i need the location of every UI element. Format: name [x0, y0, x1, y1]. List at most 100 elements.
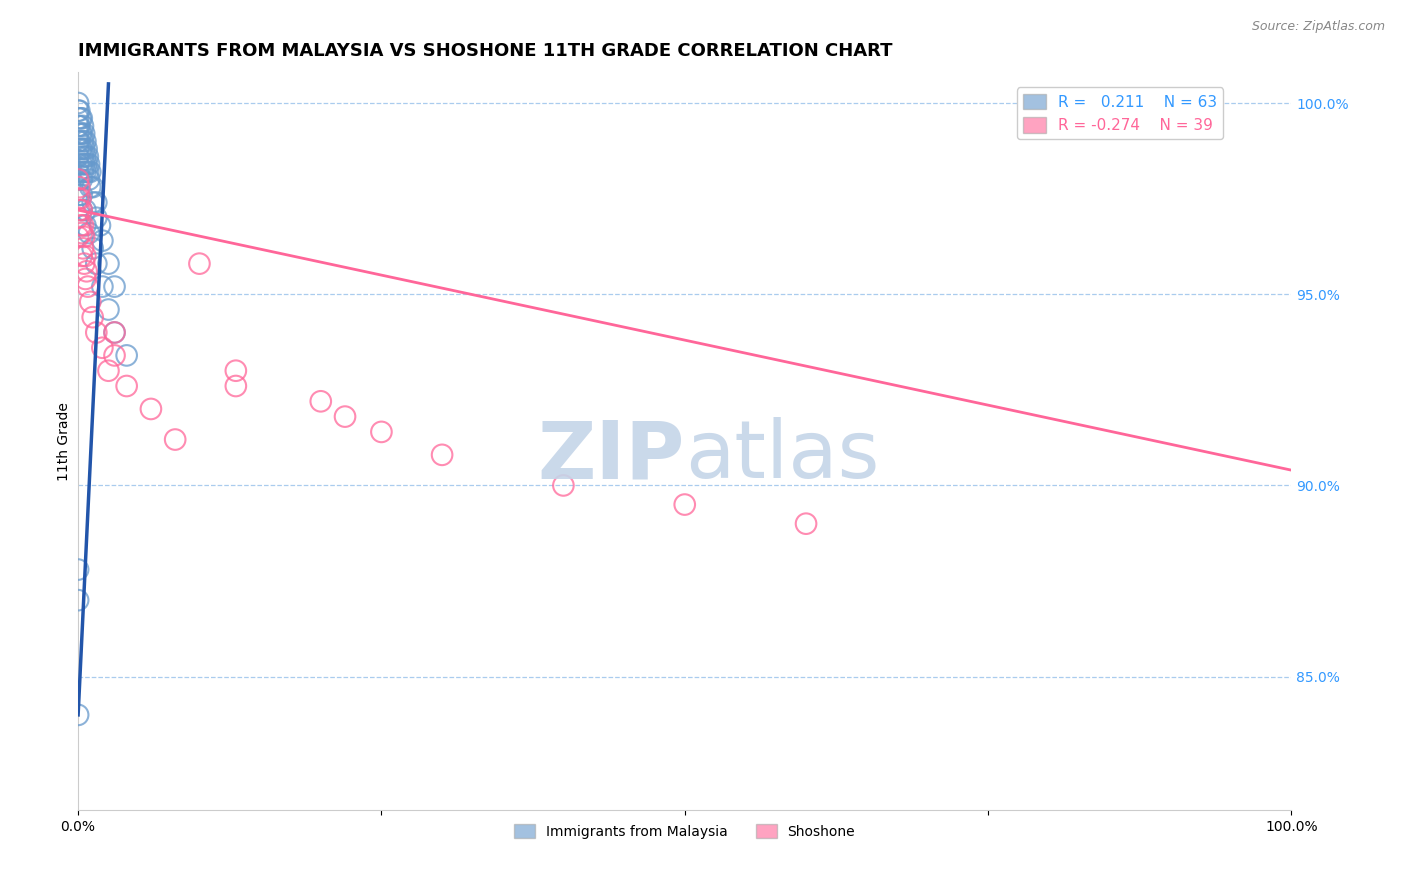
Point: [76, 150, 98, 164]
Point: [97, 257, 120, 271]
Point: [370, 425, 392, 439]
Text: Source: ZipAtlas.com: Source: ZipAtlas.com: [1251, 20, 1385, 33]
Point: [75, 203, 97, 218]
Point: [67, 103, 90, 118]
Point: [76, 279, 98, 293]
Y-axis label: 11th Grade: 11th Grade: [58, 402, 72, 481]
Point: [67, 211, 90, 225]
Point: [165, 433, 187, 447]
Point: [70, 112, 93, 126]
Point: [139, 401, 162, 416]
Point: [67, 112, 90, 126]
Point: [67, 707, 90, 722]
Point: [82, 195, 104, 210]
Point: [77, 172, 100, 186]
Point: [67, 203, 90, 218]
Point: [115, 379, 138, 393]
Point: [67, 172, 90, 186]
Point: [225, 379, 247, 393]
Point: [69, 112, 91, 126]
Point: [73, 257, 96, 271]
Point: [70, 226, 93, 240]
Point: [70, 203, 93, 218]
Point: [67, 593, 90, 607]
Point: [67, 134, 90, 148]
Point: [225, 364, 247, 378]
Text: atlas: atlas: [685, 417, 879, 495]
Point: [103, 279, 125, 293]
Point: [67, 150, 90, 164]
Point: [67, 119, 90, 133]
Point: [70, 127, 93, 141]
Point: [73, 142, 96, 156]
Point: [333, 409, 356, 424]
Point: [309, 394, 332, 409]
Point: [69, 127, 91, 141]
Point: [79, 294, 101, 309]
Point: [69, 219, 91, 233]
Point: [70, 142, 93, 156]
Point: [72, 165, 94, 179]
Point: [70, 172, 93, 186]
Point: [86, 326, 108, 340]
Point: [76, 165, 98, 179]
Point: [91, 234, 114, 248]
Point: [67, 192, 90, 206]
Point: [91, 279, 114, 293]
Point: [82, 180, 104, 194]
Point: [79, 165, 101, 179]
Point: [103, 326, 125, 340]
Point: [86, 257, 108, 271]
Point: [67, 142, 90, 156]
Point: [67, 103, 90, 118]
Point: [67, 180, 90, 194]
Point: [70, 187, 93, 202]
Point: [73, 127, 96, 141]
Point: [75, 165, 97, 179]
Point: [67, 230, 90, 244]
Point: [72, 241, 94, 255]
Point: [91, 341, 114, 355]
Point: [75, 272, 97, 286]
Point: [77, 157, 100, 171]
Point: [70, 249, 93, 263]
Point: [103, 326, 125, 340]
Point: [76, 157, 98, 171]
Point: [73, 157, 96, 171]
Point: [75, 249, 97, 263]
Point: [72, 219, 94, 233]
Point: [97, 302, 120, 317]
Point: [188, 257, 211, 271]
Point: [67, 95, 90, 110]
Point: [97, 364, 120, 378]
Text: ZIP: ZIP: [537, 417, 685, 495]
Point: [69, 142, 91, 156]
Point: [73, 230, 96, 244]
Point: [75, 150, 97, 164]
Point: [69, 192, 91, 206]
Point: [75, 134, 97, 148]
Point: [67, 165, 90, 179]
Point: [86, 211, 108, 225]
Point: [82, 310, 104, 325]
Point: [82, 241, 104, 255]
Point: [75, 219, 97, 233]
Point: [67, 127, 90, 141]
Point: [430, 448, 453, 462]
Point: [72, 134, 94, 148]
Point: [553, 478, 575, 492]
Point: [673, 498, 696, 512]
Point: [67, 157, 90, 171]
Point: [89, 219, 111, 233]
Point: [115, 348, 138, 362]
Point: [76, 264, 98, 278]
Point: [67, 172, 90, 186]
Legend: Immigrants from Malaysia, Shoshone: Immigrants from Malaysia, Shoshone: [509, 818, 860, 844]
Point: [67, 187, 90, 202]
Point: [794, 516, 817, 531]
Point: [67, 119, 90, 133]
Text: IMMIGRANTS FROM MALAYSIA VS SHOSHONE 11TH GRADE CORRELATION CHART: IMMIGRANTS FROM MALAYSIA VS SHOSHONE 11T…: [79, 42, 893, 60]
Point: [77, 226, 100, 240]
Point: [86, 195, 108, 210]
Point: [76, 142, 98, 156]
